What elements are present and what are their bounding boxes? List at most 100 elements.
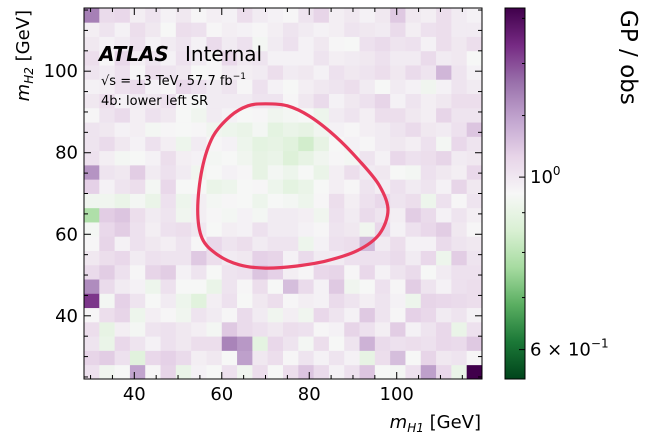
heatmap-cell [359, 65, 376, 80]
heatmap-cell [175, 207, 192, 223]
heatmap-cell [344, 236, 360, 251]
heatmap-cell [267, 79, 284, 95]
heatmap-cell [390, 65, 406, 80]
heatmap-cell [160, 264, 177, 280]
heatmap-cell [359, 150, 376, 166]
heatmap-cell [313, 50, 330, 66]
heatmap-cell [451, 222, 468, 237]
heatmap-cell [359, 79, 376, 95]
heatmap-cell [344, 293, 360, 309]
heatmap-cell [420, 236, 437, 251]
heatmap-cell [390, 93, 406, 109]
heatmap-cell [420, 65, 437, 80]
heatmap-cell [191, 136, 207, 152]
heatmap-cell [84, 164, 100, 180]
heatmap-cell [99, 307, 116, 323]
heatmap-cell [206, 93, 223, 109]
heatmap-cell [436, 136, 452, 152]
heatmap-cell [420, 336, 437, 351]
heatmap-cell [374, 122, 391, 137]
heatmap-cell [114, 150, 131, 166]
heatmap-cell [99, 122, 116, 137]
heatmap-cell [221, 279, 238, 294]
heatmap-cell [420, 250, 437, 266]
heatmap-cell [84, 250, 100, 266]
heatmap-cell [160, 236, 177, 251]
heatmap-cell [283, 50, 299, 66]
heatmap-cell [99, 236, 116, 251]
heatmap-cell [206, 193, 223, 209]
heatmap-cell [206, 222, 223, 237]
heatmap-cell [283, 336, 299, 351]
heatmap-cell [420, 307, 437, 323]
heatmap-cell [175, 122, 192, 137]
heatmap-cell [313, 8, 330, 23]
heatmap-cell [390, 79, 406, 95]
heatmap-cell [160, 136, 177, 152]
heatmap-cell [420, 93, 437, 109]
heatmap-cell [451, 22, 468, 37]
heatmap-cell [328, 350, 345, 366]
heatmap-cell [359, 250, 376, 266]
heatmap-cell [145, 307, 161, 323]
heatmap-cell [99, 107, 116, 123]
heatmap-cell [114, 22, 131, 37]
heatmap-cell [129, 207, 146, 223]
heatmap-cell [160, 336, 177, 351]
heatmap-cell [160, 207, 177, 223]
heatmap-cell [298, 222, 315, 237]
heatmap-cell [390, 179, 406, 194]
heatmap-cell [206, 79, 223, 95]
heatmap-cell [451, 179, 468, 194]
heatmap-cell [298, 65, 315, 80]
heatmap-cell [466, 107, 483, 123]
heatmap-cell [175, 250, 192, 266]
heatmap-cell [451, 65, 468, 80]
heatmap-cell [390, 264, 406, 280]
heatmap-cell [145, 350, 161, 366]
heatmap-cell [175, 179, 192, 194]
heatmap-cell [175, 307, 192, 323]
heatmap-cell [436, 222, 452, 237]
heatmap-cell [221, 164, 238, 180]
heatmap-cell [191, 293, 207, 309]
heatmap-cell [175, 79, 192, 95]
heatmap-cell [267, 122, 284, 137]
heatmap-cell [114, 236, 131, 251]
heatmap-cell [267, 250, 284, 266]
heatmap-cell [129, 122, 146, 137]
heatmap-cell [175, 364, 192, 380]
region-label: 4b: lower left SR [101, 94, 208, 109]
heatmap-cell [191, 307, 207, 323]
heatmap-cell [114, 8, 131, 23]
y-axis-label-main: m [13, 84, 34, 102]
heatmap-cell [129, 364, 146, 380]
heatmap-cell [99, 250, 116, 266]
heatmap-cell [283, 279, 299, 294]
heatmap-cell [160, 293, 177, 309]
heatmap-cell [344, 279, 360, 294]
heatmap-cell [374, 264, 391, 280]
heatmap-cell [298, 50, 315, 66]
heatmap-cell [191, 336, 207, 351]
heatmap-cell [328, 293, 345, 309]
heatmap-cell [129, 250, 146, 266]
heatmap-cell [237, 79, 253, 95]
heatmap-cell [405, 122, 422, 137]
heatmap-cell [237, 279, 253, 294]
heatmap-cell [405, 364, 422, 380]
heatmap-cell [451, 336, 468, 351]
heatmap-cell [436, 293, 452, 309]
heatmap-cell [436, 65, 452, 80]
heatmap-cell [267, 350, 284, 366]
heatmap-cell [84, 136, 100, 152]
heatmap-cell [160, 93, 177, 109]
heatmap-cell [436, 107, 452, 123]
heatmap-cell [405, 193, 422, 209]
heatmap-cell [313, 279, 330, 294]
heatmap-cell [99, 22, 116, 37]
heatmap-cell [129, 222, 146, 237]
heatmap-cell [145, 222, 161, 237]
heatmap-cell [390, 293, 406, 309]
heatmap-cell [160, 179, 177, 194]
